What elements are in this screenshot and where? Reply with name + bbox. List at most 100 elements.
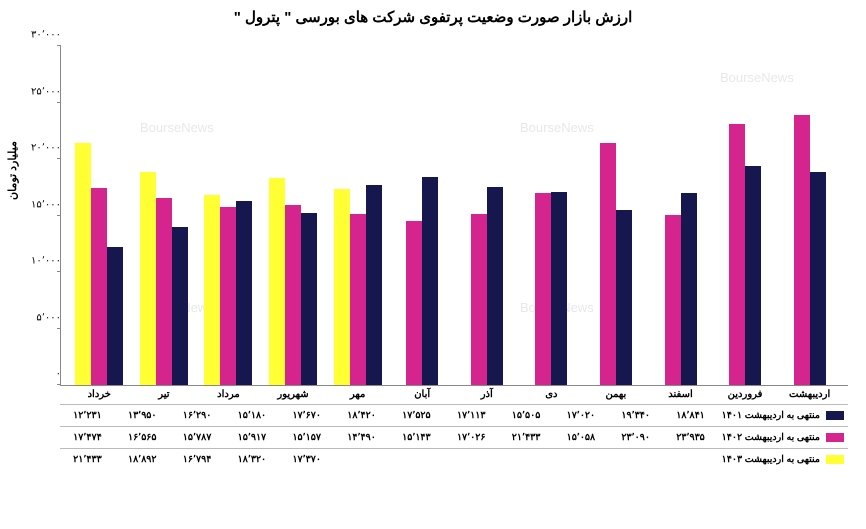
table-cell: ۱۵٬۱۵۷ xyxy=(279,432,334,443)
x-tick-label: اسفند xyxy=(648,385,713,400)
bar xyxy=(236,201,252,385)
bar-group: خرداد xyxy=(67,46,132,385)
bar xyxy=(551,192,567,385)
bar xyxy=(285,205,301,385)
x-tick-label: شهریور xyxy=(261,385,326,400)
bar xyxy=(301,213,317,385)
chart-container: ارزش بازار صورت وضعیت پرتفوی شرکت های بو… xyxy=(0,0,866,529)
x-tick-label: فروردین xyxy=(713,385,778,400)
table-cell xyxy=(499,454,554,465)
bar xyxy=(600,143,616,385)
bar xyxy=(406,221,422,385)
table-cell: ۱۷٬۰۲۶ xyxy=(444,432,499,443)
table-cell: ۱۵٬۵۰۵ xyxy=(499,410,554,421)
bars-wrapper: خردادتیرمردادشهریورمهرآبانآذردیبهمناسفند… xyxy=(61,46,848,385)
y-tick-label: ۲۵٬۰۰۰ xyxy=(27,86,61,97)
table-cell: ۱۶٬۵۶۵ xyxy=(115,432,170,443)
table-cell: ۱۶٬۲۹۰ xyxy=(170,410,225,421)
table-cell xyxy=(608,454,663,465)
bar-group: اردیبهشت xyxy=(777,46,842,385)
bar xyxy=(745,166,761,385)
table-cell xyxy=(334,454,389,465)
bar xyxy=(471,214,487,385)
x-tick-label: اردیبهشت xyxy=(777,385,842,400)
x-tick-label: تیر xyxy=(132,385,197,400)
table-cell: ۱۷٬۶۷۰ xyxy=(279,410,334,421)
table-cell: ۱۸٬۴۲۰ xyxy=(334,410,389,421)
y-tick-label: ۳۰٬۰۰۰ xyxy=(27,30,61,41)
table-cell: ۱۸٬۳۲۰ xyxy=(224,454,279,465)
bar xyxy=(156,198,172,385)
bar xyxy=(107,247,123,385)
table-cell: ۲۳٬۹۳۵ xyxy=(663,432,718,443)
y-axis-label: میلیارد تومان xyxy=(6,141,19,200)
x-tick-label: بهمن xyxy=(584,385,649,400)
y-tick-mark xyxy=(57,215,61,216)
table-cell: ۱۵٬۹۱۷ xyxy=(224,432,279,443)
legend-swatch xyxy=(826,411,844,420)
table-cells: ۱۲٬۲۳۱۱۳٬۹۵۰۱۶٬۲۹۰۱۵٬۱۸۰۱۷٬۶۷۰۱۸٬۴۲۰۱۷٬۵… xyxy=(60,410,718,421)
y-tick-label: ۵٬۰۰۰ xyxy=(32,312,61,323)
table-cell: ۱۴٬۴۹۰ xyxy=(334,432,389,443)
bar xyxy=(794,115,810,385)
table-cell: ۱۸٬۸۴۱ xyxy=(663,410,718,421)
bar xyxy=(729,124,745,385)
bar-group: دی xyxy=(519,46,584,385)
bar xyxy=(220,207,236,385)
table-cell: ۱۲٬۲۳۱ xyxy=(60,410,115,421)
table-cell: ۲۳٬۰۹۰ xyxy=(608,432,663,443)
bar-group: بهمن xyxy=(584,46,649,385)
legend-swatch xyxy=(826,455,844,464)
bar-group: شهریور xyxy=(261,46,326,385)
table-cell xyxy=(663,454,718,465)
x-tick-label: آذر xyxy=(454,385,519,400)
y-tick-mark xyxy=(57,45,61,46)
x-tick-label: خرداد xyxy=(67,385,132,400)
bar xyxy=(204,195,220,385)
y-tick-mark xyxy=(57,384,61,385)
table-row: منتهی به اردیبهشت ۱۴۰۱ ۱۲٬۲۳۱۱۳٬۹۵۰۱۶٬۲۹۰… xyxy=(60,404,848,426)
table-cell: ۱۹٬۳۴۰ xyxy=(608,410,663,421)
table-row: منتهی به اردیبهشت ۱۴۰۲ ۱۷٬۴۷۴۱۶٬۵۶۵۱۵٬۷۸۷… xyxy=(60,426,848,448)
y-tick-mark xyxy=(57,158,61,159)
legend-label: منتهی به اردیبهشت ۱۴۰۳ xyxy=(722,454,820,465)
y-tick-label: ۱۰٬۰۰۰ xyxy=(27,256,61,267)
bar xyxy=(140,172,156,385)
bar xyxy=(810,172,826,385)
legend-item: منتهی به اردیبهشت ۱۴۰۲ xyxy=(718,432,848,443)
y-tick-mark xyxy=(57,271,61,272)
bar xyxy=(422,177,438,385)
table-cell: ۱۸٬۸۹۲ xyxy=(115,454,170,465)
table-cell xyxy=(553,454,608,465)
table-cells: ۱۷٬۴۷۴۱۶٬۵۶۵۱۵٬۷۸۷۱۵٬۹۱۷۱۵٬۱۵۷۱۴٬۴۹۰۱۵٬۱… xyxy=(60,432,718,443)
table-cell: ۱۶٬۷۹۴ xyxy=(170,454,225,465)
table-cell: ۱۵٬۰۵۸ xyxy=(553,432,608,443)
bar-group: مهر xyxy=(325,46,390,385)
y-tick-mark xyxy=(57,102,61,103)
legend-label: منتهی به اردیبهشت ۱۴۰۲ xyxy=(722,432,820,443)
y-tick-mark xyxy=(57,328,61,329)
table-cells: ۲۱٬۴۳۳۱۸٬۸۹۲۱۶٬۷۹۴۱۸٬۳۲۰۱۷٬۳۷۰ xyxy=(60,454,718,465)
table-cell: ۲۱٬۴۳۳ xyxy=(60,454,115,465)
bar xyxy=(487,187,503,385)
legend-label: منتهی به اردیبهشت ۱۴۰۱ xyxy=(722,410,820,421)
x-tick-label: مرداد xyxy=(196,385,261,400)
table-cell: ۱۵٬۱۴۳ xyxy=(389,432,444,443)
plot-area: خردادتیرمردادشهریورمهرآبانآذردیبهمناسفند… xyxy=(60,46,848,386)
chart-title: ارزش بازار صورت وضعیت پرتفوی شرکت های بو… xyxy=(0,0,866,30)
bar-group: اسفند xyxy=(648,46,713,385)
x-tick-label: مهر xyxy=(325,385,390,400)
bar xyxy=(91,188,107,385)
bar xyxy=(535,193,551,385)
y-tick-label: ۱۵٬۰۰۰ xyxy=(27,199,61,210)
y-tick-label: ۲۰٬۰۰۰ xyxy=(27,143,61,154)
table-cell: ۱۷٬۳۷۰ xyxy=(279,454,334,465)
bar xyxy=(75,143,91,385)
bar-group: آبان xyxy=(390,46,455,385)
bar-group: تیر xyxy=(132,46,197,385)
bar xyxy=(366,185,382,385)
table-cell: ۲۱٬۴۳۳ xyxy=(499,432,554,443)
bar-group: آذر xyxy=(454,46,519,385)
table-cell: ۱۳٬۹۵۰ xyxy=(115,410,170,421)
bar xyxy=(269,178,285,385)
